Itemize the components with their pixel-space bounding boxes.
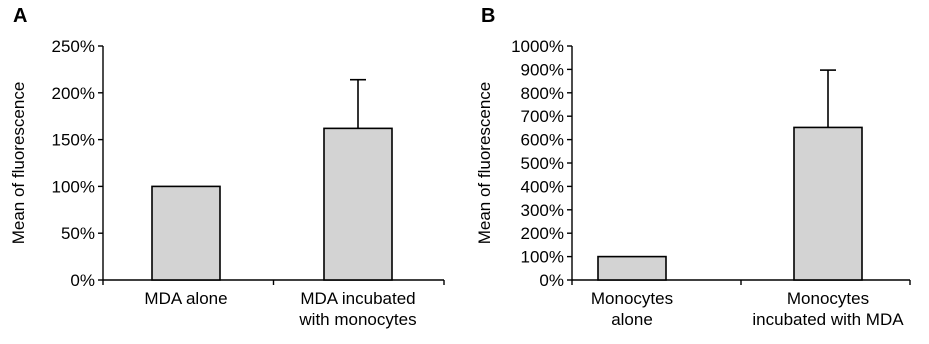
y-tick-label: 100% <box>52 177 95 196</box>
y-tick-label: 600% <box>521 131 564 150</box>
y-tick-label: 300% <box>521 201 564 220</box>
category-label: Monocytes <box>591 289 673 308</box>
category-label: MDA incubated <box>300 289 415 308</box>
y-tick-label: 50% <box>61 224 95 243</box>
chart-panel-b: B 0% 100% 200% 300% 400% 500% 600% 700% 800% 900% 1… <box>475 5 911 329</box>
y-tick-label: 700% <box>521 107 564 126</box>
y-tick-label: 800% <box>521 84 564 103</box>
y-tick-label: 500% <box>521 154 564 173</box>
bar <box>323 127 393 281</box>
y-tick-label: 0% <box>539 271 564 290</box>
y-tick-label: 150% <box>52 131 95 150</box>
category-label: with monocytes <box>298 310 416 329</box>
category-label: incubated with MDA <box>752 310 904 329</box>
y-tick-label: 100% <box>521 248 564 267</box>
y-tick-label: 400% <box>521 177 564 196</box>
category-label: MDA alone <box>144 289 227 308</box>
y-tick-label: 200% <box>52 84 95 103</box>
category-label: alone <box>611 310 653 329</box>
y-tick-label: 250% <box>52 37 95 56</box>
y-tick-label: 1000% <box>511 37 564 56</box>
panel-letter: B <box>481 5 495 27</box>
y-tick-label: 0% <box>70 271 95 290</box>
y-tick-label: 900% <box>521 60 564 79</box>
bar <box>793 126 863 281</box>
bar <box>151 185 221 281</box>
y-axis-label: Mean of fluorescence <box>475 82 494 245</box>
category-label: Monocytes <box>787 289 869 308</box>
bar <box>597 255 667 281</box>
y-tick-label: 200% <box>521 224 564 243</box>
y-axis-label: Mean of fluorescence <box>9 82 28 245</box>
chart-panel-a: A 0% 50% 100% 150% 200% 250% Mean of fluorescen… <box>9 5 445 329</box>
panel-letter: A <box>13 5 27 27</box>
